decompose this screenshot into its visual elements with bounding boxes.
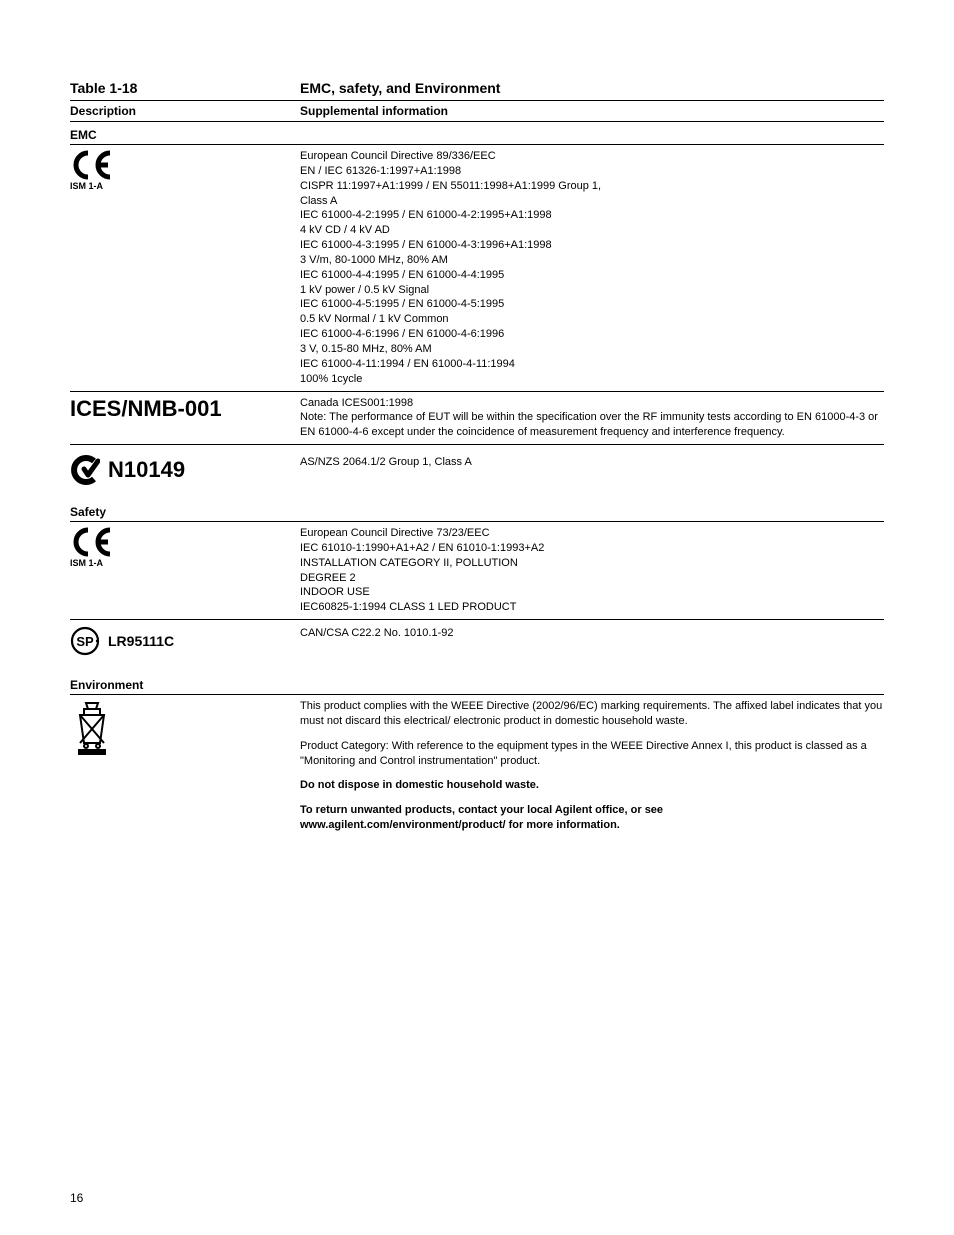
csa-label: LR95111C [108, 633, 174, 649]
env-info: This product complies with the WEEE Dire… [300, 699, 884, 843]
col-header-supplemental: Supplemental information [300, 104, 884, 118]
weee-icon [70, 699, 114, 757]
ce-mark-icon: ISM 1-A [70, 149, 300, 191]
col-header-description: Description [70, 104, 300, 118]
page-number: 16 [70, 1191, 83, 1205]
safety-heading: Safety [70, 499, 884, 522]
table-title: EMC, safety, and Environment [300, 80, 884, 96]
table-number: Table 1-18 [70, 80, 300, 96]
emc-ctick-info: AS/NZS 2064.1/2 Group 1, Class A [300, 455, 884, 485]
safety-ce-row: ISM 1-A European Council Directive 73/23… [70, 522, 884, 620]
csa-icon: SP [70, 626, 100, 656]
emc-ce-row: ISM 1-A European Council Directive 89/33… [70, 145, 884, 392]
table-header: Description Supplemental information [70, 100, 884, 122]
svg-text:SP: SP [76, 634, 94, 649]
ism-label: ISM 1-A [70, 558, 103, 568]
ism-label: ISM 1-A [70, 181, 103, 191]
ce-mark-icon: ISM 1-A [70, 526, 300, 568]
safety-csa-row: SP LR95111C CAN/CSA C22.2 No. 1010.1-92 [70, 620, 884, 672]
emc-ices-info: Canada ICES001:1998 Note: The performanc… [300, 396, 884, 441]
emc-ices-row: ICES/NMB-001 Canada ICES001:1998 Note: T… [70, 392, 884, 446]
table-title-row: Table 1-18 EMC, safety, and Environment [70, 80, 884, 100]
safety-ce-info: European Council Directive 73/23/EEC IEC… [300, 526, 884, 615]
emc-ce-info: European Council Directive 89/336/EEC EN… [300, 149, 884, 387]
ices-label: ICES/NMB-001 [70, 396, 222, 421]
safety-csa-info: CAN/CSA C22.2 No. 1010.1-92 [300, 626, 884, 656]
env-row: This product complies with the WEEE Dire… [70, 695, 884, 847]
ctick-label: N10149 [108, 457, 185, 483]
ctick-icon [70, 455, 100, 485]
emc-heading: EMC [70, 122, 884, 145]
env-heading: Environment [70, 672, 884, 695]
emc-ctick-row: N10149 AS/NZS 2064.1/2 Group 1, Class A [70, 445, 884, 499]
